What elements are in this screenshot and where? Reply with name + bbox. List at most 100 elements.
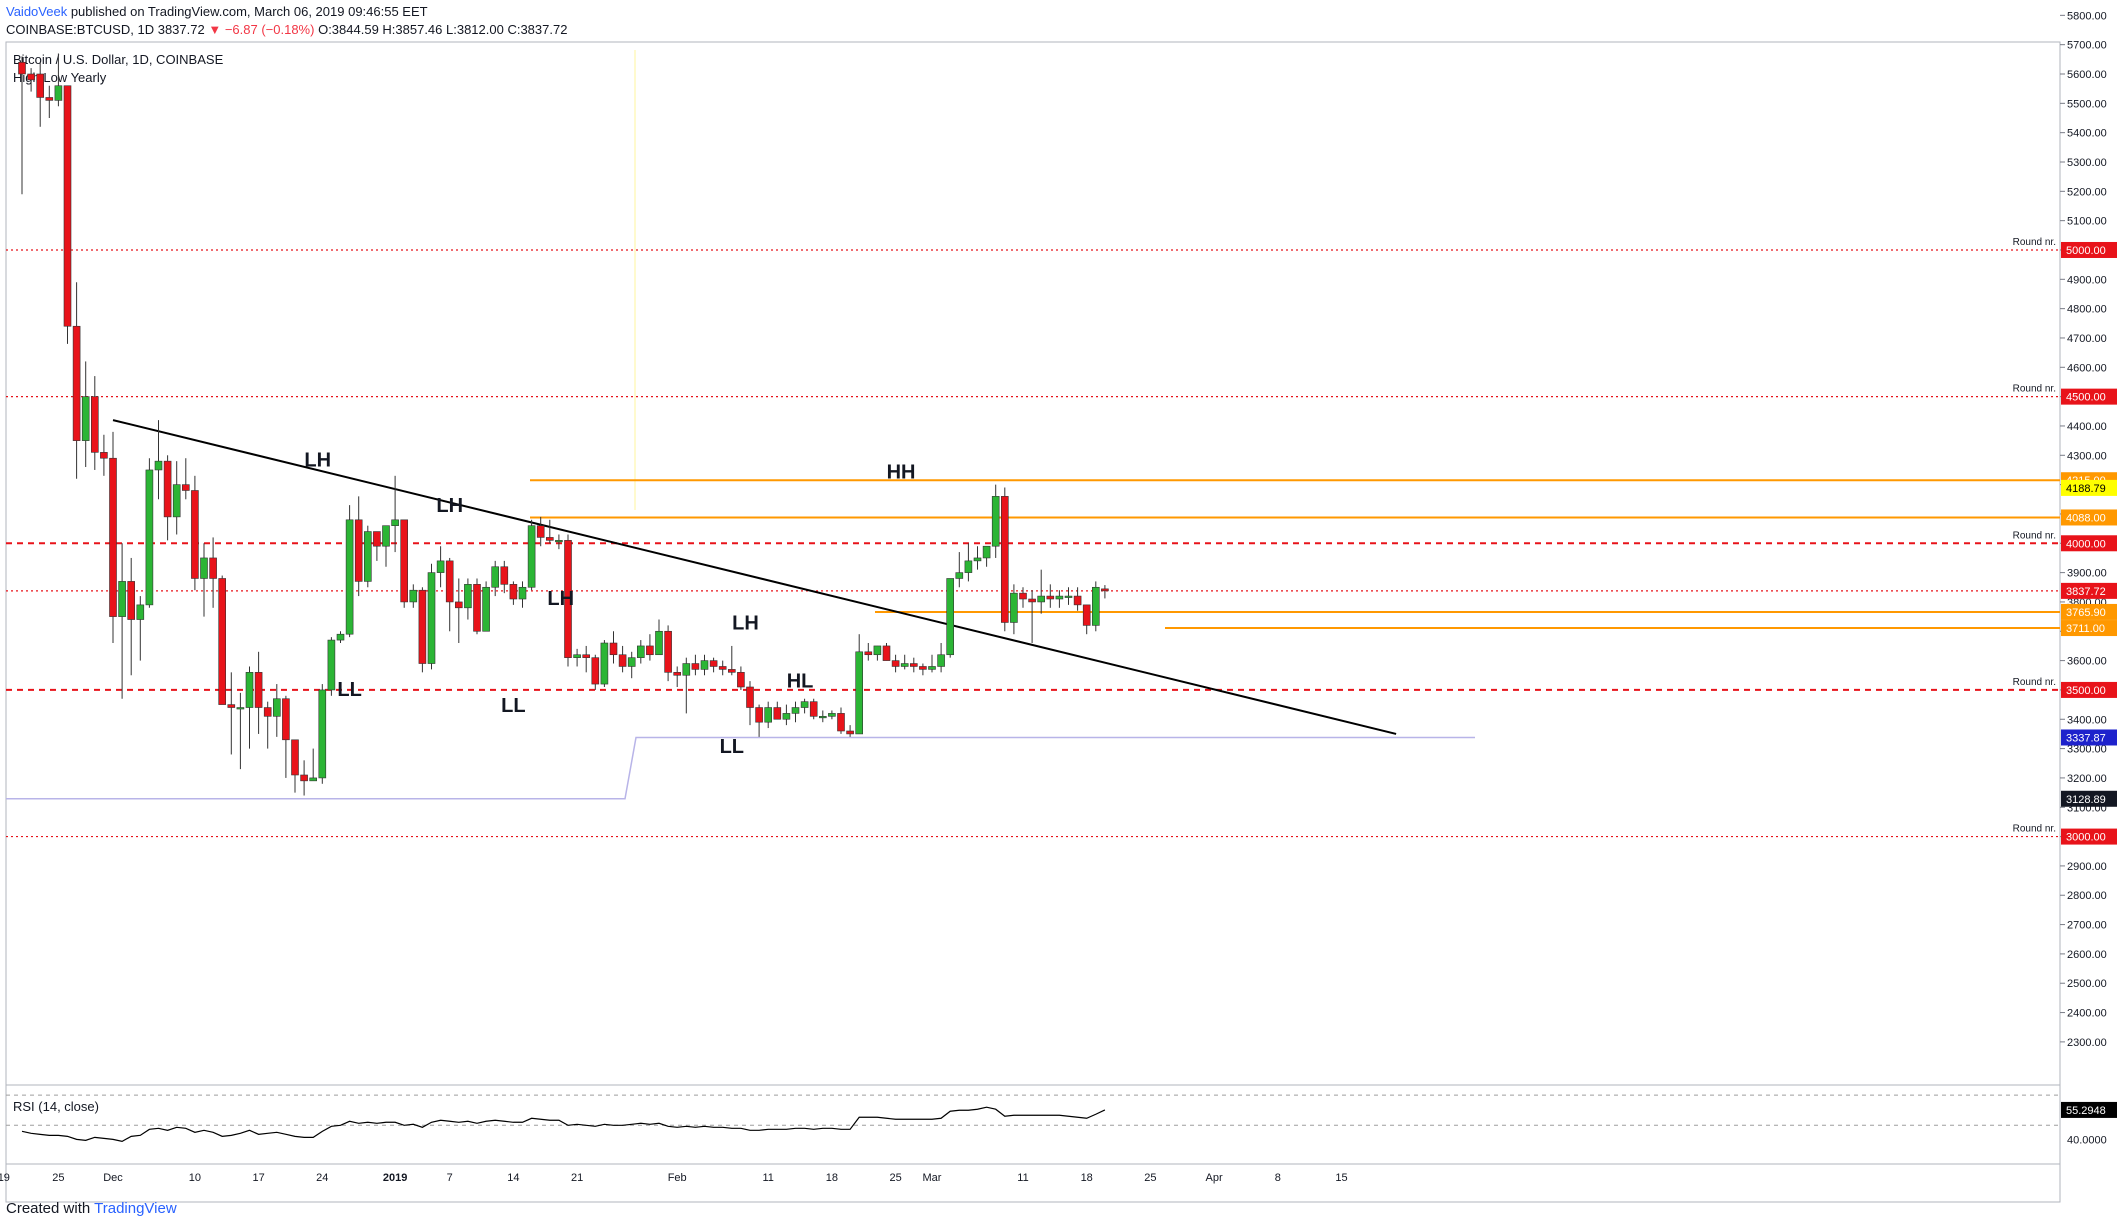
trendline-path — [112, 419, 1397, 735]
candle-body — [882, 645, 891, 661]
candle-body — [245, 672, 254, 708]
price-label: 4188.79 — [2066, 483, 2106, 495]
candle-body — [900, 663, 909, 667]
candle-body — [445, 560, 454, 603]
price-label-bg — [2061, 681, 2117, 698]
price-label: 3765.90 — [2066, 607, 2106, 619]
time-tick-label: 11 — [1017, 1172, 1028, 1184]
candle-body — [209, 557, 217, 579]
time-tick-label: 25 — [889, 1172, 901, 1184]
last-price: 3837.72 — [157, 22, 205, 37]
candle-body — [500, 566, 509, 585]
price-label: 3500.00 — [2066, 685, 2106, 697]
candle-body — [909, 663, 918, 667]
change-value: ▼ −6.87 (−0.18%) — [208, 22, 315, 37]
price-tick-label: 4900.00 — [2067, 274, 2107, 286]
candle-body — [891, 660, 900, 667]
candle-body — [309, 777, 318, 782]
price-tick-label: 4800.00 — [2067, 304, 2107, 316]
candle-body — [272, 698, 281, 717]
horizontal-levels: Round nr. Round nr. Round nr. Round nr. Roun… — [6, 237, 2060, 838]
price-label-bg — [2061, 582, 2117, 599]
price-tick-label: 5400.00 — [2067, 128, 2107, 140]
swing-label-lh: LH — [732, 613, 759, 635]
swing-label-ll: LL — [720, 736, 744, 758]
rsi-value-bg — [2061, 1101, 2117, 1118]
candle-body — [172, 484, 181, 518]
symbol-label: COINBASE:BTCUSD, 1D — [6, 22, 155, 37]
candle-body — [664, 630, 672, 673]
swing-label-ll: LL — [501, 695, 525, 717]
candle-body — [391, 519, 399, 526]
candle-body — [1028, 598, 1036, 603]
candle-body — [36, 73, 45, 98]
candle-body — [700, 660, 709, 670]
price-tick-label: 3300.00 — [2067, 744, 2107, 756]
price-tick-label: 5800.00 — [2067, 10, 2107, 22]
time-tick-label: 19 — [0, 1172, 10, 1184]
candle-body — [318, 689, 327, 779]
footer: Created with TradingView — [6, 1200, 177, 1217]
candle-body — [682, 663, 691, 676]
candle-body — [1073, 595, 1082, 606]
price-tick-label: 4400.00 — [2067, 421, 2107, 433]
candle-body — [800, 701, 809, 708]
time-tick-label: Dec — [103, 1172, 123, 1184]
candle-body — [609, 642, 618, 656]
yearly-low-line — [6, 736, 1475, 800]
candle-body — [354, 519, 363, 582]
candle-body — [518, 586, 527, 600]
candle-body — [227, 704, 236, 708]
candle-body — [81, 396, 90, 441]
candle-body — [291, 739, 299, 776]
candle-body — [473, 584, 481, 632]
candle-body — [182, 484, 190, 491]
price-label: 4088.00 — [2066, 512, 2106, 524]
swing-label-lh: LH — [436, 495, 463, 517]
time-tick-label: 14 — [507, 1172, 519, 1184]
price-label-bg — [2061, 729, 2117, 746]
candle-body — [655, 630, 663, 656]
price-tick-label: 2800.00 — [2067, 890, 2107, 902]
candle-body — [373, 531, 381, 547]
candle-body — [1101, 588, 1109, 592]
change-text: −6.87 (−0.18%) — [224, 22, 315, 37]
candle-body — [327, 639, 336, 691]
price-tick-label: 4600.00 — [2067, 362, 2107, 374]
time-tick-label: Apr — [1206, 1172, 1223, 1184]
candle-body — [236, 707, 245, 710]
price-tick-label: 4300.00 — [2067, 450, 2107, 462]
swing-label-ll: LL — [337, 679, 361, 701]
candle-body — [873, 645, 882, 656]
candle-body — [409, 589, 418, 603]
candle-body — [109, 457, 117, 617]
candle-body — [782, 713, 791, 720]
candle-body — [737, 672, 745, 688]
candle-body — [254, 672, 263, 708]
candle-body — [1037, 595, 1045, 603]
tradingview-logo-text[interactable]: TradingView — [94, 1200, 177, 1217]
price-label-bg — [2061, 535, 2117, 552]
candle-body — [263, 707, 272, 717]
level-note: Round nr. — [2013, 384, 2056, 395]
swing-label-lh: LH — [547, 588, 574, 610]
publish-info: VaidoVeek published on TradingView.com, … — [6, 4, 428, 19]
candle-body — [973, 557, 982, 562]
candle-body — [964, 560, 973, 573]
price-label: 5000.00 — [2066, 245, 2106, 257]
time-axis: 19 25 Dec 10 17 24 2019 7 14 21 Feb 11 18 25 Mar 11 18 25… — [0, 1172, 1348, 1184]
candle-body — [336, 633, 345, 641]
candle-body — [218, 578, 226, 705]
price-tick-label: 2600.00 — [2067, 949, 2107, 961]
price-tick-label: 2500.00 — [2067, 978, 2107, 990]
time-tick-label: 25 — [1144, 1172, 1156, 1184]
indicator-label: High Low Yearly — [13, 70, 107, 85]
price-label: 4500.00 — [2066, 392, 2106, 404]
candle-body — [1000, 496, 1009, 623]
price-label-bg — [2061, 603, 2117, 620]
author-link[interactable]: VaidoVeek — [6, 4, 68, 19]
candle-body — [363, 531, 372, 582]
candle-body — [282, 698, 290, 741]
candle-body — [582, 654, 591, 658]
